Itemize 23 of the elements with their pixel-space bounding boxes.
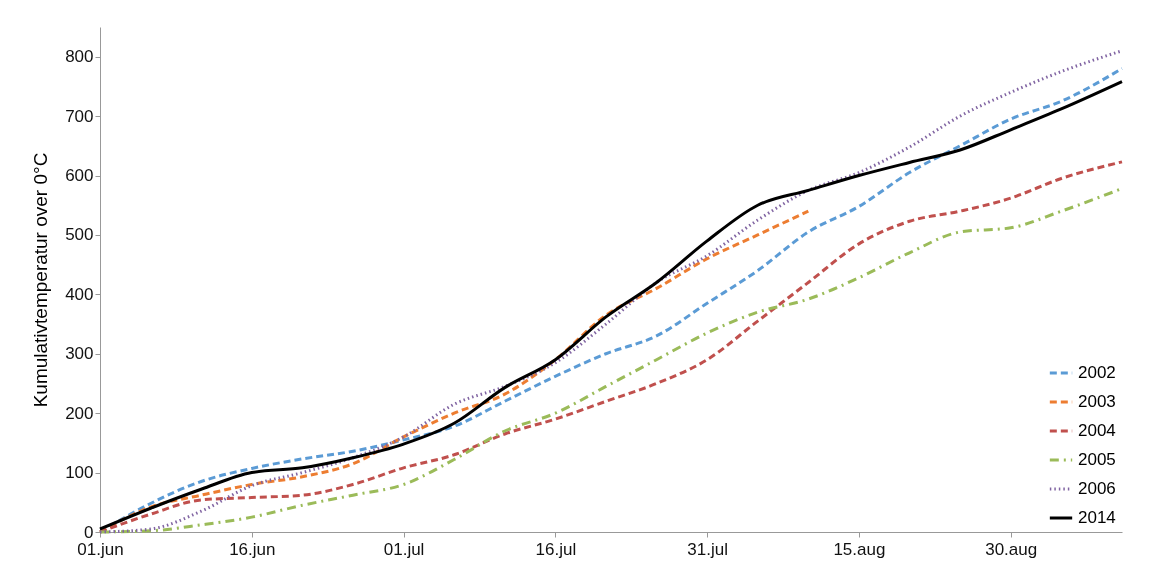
y-tick-label: 800 [65, 47, 94, 67]
x-tick-label: 16.jun [229, 539, 276, 559]
x-tick-label: 31.jul [687, 539, 728, 559]
y-tick-label: 400 [65, 284, 94, 304]
y-tick-label: 100 [65, 463, 94, 483]
y-tick-label: 600 [65, 166, 94, 186]
x-tick-label: 30.aug [985, 539, 1038, 559]
x-tick-label: 01.jun [77, 539, 124, 559]
legend-label: 2006 [1078, 479, 1116, 498]
y-tick-label: 300 [65, 344, 94, 364]
x-tick-label: 15.aug [833, 539, 886, 559]
y-tick-label: 700 [65, 106, 94, 126]
x-tick-label: 01.jul [383, 539, 425, 559]
legend-label: 2002 [1078, 363, 1116, 382]
legend-label: 2005 [1078, 450, 1116, 469]
y-axis-title: Kumulativtemperatur over 0°C [30, 152, 52, 408]
x-tick-label: 16.jul [535, 539, 577, 559]
legend-label: 2014 [1078, 508, 1116, 527]
legend-label: 2004 [1078, 421, 1116, 440]
y-tick-label: 200 [65, 403, 94, 423]
y-tick-label: 0 [84, 522, 94, 542]
y-tick-label: 500 [65, 225, 94, 245]
legend-label: 2003 [1078, 392, 1116, 411]
